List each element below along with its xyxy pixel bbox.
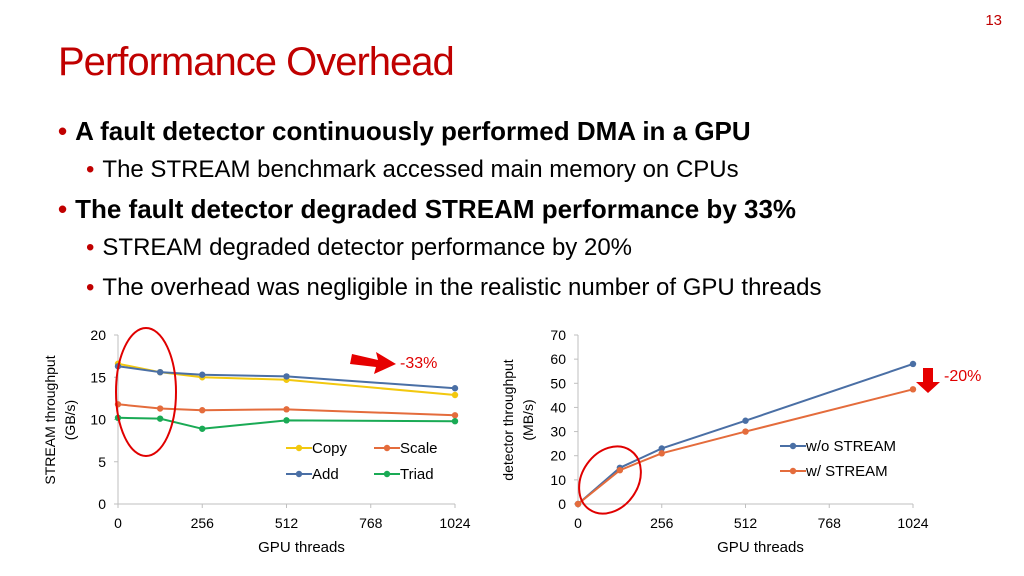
legend-label: Add: [312, 466, 339, 483]
y-tick-label: 50: [550, 375, 566, 391]
y-tick-label: 15: [90, 369, 106, 385]
x-axis-label: GPU threads: [258, 539, 345, 556]
data-point: [156, 405, 164, 412]
bullet-dot-icon: •: [58, 194, 68, 224]
bullet-item: • STREAM degraded detector performance by…: [58, 228, 1008, 268]
data-point: [909, 386, 917, 393]
bullet-text: The STREAM benchmark accessed main memor…: [102, 156, 739, 183]
data-point: [451, 417, 459, 425]
data-point: [574, 500, 582, 508]
bullet-text: The overhead was negligible in the reali…: [102, 274, 822, 301]
data-point: [658, 445, 665, 452]
y-tick-label: 60: [550, 351, 566, 367]
data-point: [156, 368, 164, 376]
highlight-circle: [115, 327, 177, 457]
y-tick-label: 5: [98, 454, 106, 470]
bullet-dot-icon: •: [86, 156, 95, 183]
data-point: [909, 360, 917, 368]
legend-marker: [789, 467, 797, 475]
legend-marker: [789, 442, 797, 450]
data-point: [742, 428, 749, 435]
bullet-item: • The fault detector degraded STREAM perf…: [58, 190, 1008, 228]
data-point: [451, 391, 459, 399]
bullet-list: • A fault detector continuously performed…: [58, 112, 1008, 308]
bullet-text: The fault detector degraded STREAM perfo…: [75, 194, 797, 224]
y-tick-label: 0: [558, 496, 566, 512]
data-point: [742, 417, 749, 424]
y-tick-label: 0: [98, 496, 106, 512]
legend-label: Triad: [400, 466, 434, 483]
data-point: [451, 385, 459, 392]
bullet-item: • A fault detector continuously performed…: [58, 112, 1008, 150]
data-point: [199, 425, 206, 432]
annotation-label: -33%: [400, 355, 437, 372]
slide-title: Performance Overhead: [58, 40, 455, 84]
x-tick-label: 768: [818, 515, 842, 531]
bullet-dot-icon: •: [58, 116, 68, 146]
bullet-dot-icon: •: [86, 274, 95, 301]
data-point: [283, 417, 290, 424]
legend-marker: [383, 470, 391, 478]
x-tick-label: 256: [650, 515, 674, 531]
legend-marker: [295, 444, 303, 452]
data-point: [156, 415, 164, 422]
y-axis-label: (GB/s): [62, 400, 78, 440]
y-tick-label: 30: [550, 424, 566, 440]
bullet-item: • The STREAM benchmark accessed main memo…: [58, 150, 1008, 190]
y-axis-label: detector throughput: [500, 359, 516, 481]
legend-marker: [383, 444, 391, 452]
data-point: [283, 406, 290, 413]
x-tick-label: 768: [359, 515, 383, 531]
annotation-label: -20%: [944, 368, 981, 385]
data-point: [658, 450, 665, 457]
y-tick-label: 20: [550, 448, 566, 464]
legend-label: w/o STREAM: [805, 438, 896, 455]
x-axis-label: GPU threads: [717, 539, 804, 556]
data-point: [283, 373, 290, 380]
legend-marker: [295, 470, 303, 478]
x-tick-label: 512: [275, 515, 299, 531]
legend-label: w/ STREAM: [805, 463, 888, 480]
y-axis-label: (MB/s): [520, 399, 536, 440]
right-arrow-icon: [350, 352, 396, 374]
down-arrow-icon: [916, 368, 940, 393]
data-point: [451, 412, 459, 419]
data-point: [616, 467, 624, 474]
bullet-text: A fault detector continuously performed …: [75, 116, 751, 146]
y-tick-label: 10: [550, 472, 566, 488]
x-tick-label: 0: [574, 515, 582, 531]
x-tick-label: 1024: [897, 515, 928, 531]
bullet-text: STREAM degraded detector performance by …: [102, 234, 633, 261]
bullet-item: • The overhead was negligible in the real…: [58, 268, 1008, 308]
x-tick-label: 1024: [439, 515, 470, 531]
y-tick-label: 70: [550, 327, 566, 343]
legend-label: Copy: [312, 440, 348, 457]
x-tick-label: 0: [114, 515, 122, 531]
page-number: 13: [985, 12, 1002, 29]
y-tick-label: 20: [90, 327, 106, 343]
x-tick-label: 512: [734, 515, 758, 531]
bullet-dot-icon: •: [86, 234, 95, 261]
highlight-circle: [578, 445, 642, 515]
x-tick-label: 256: [191, 515, 215, 531]
data-point: [199, 371, 206, 378]
data-point: [199, 407, 206, 414]
y-tick-label: 40: [550, 399, 566, 415]
y-tick-label: 10: [90, 412, 106, 428]
legend-label: Scale: [400, 440, 438, 457]
y-axis-label: STREAM throughput: [42, 355, 58, 484]
